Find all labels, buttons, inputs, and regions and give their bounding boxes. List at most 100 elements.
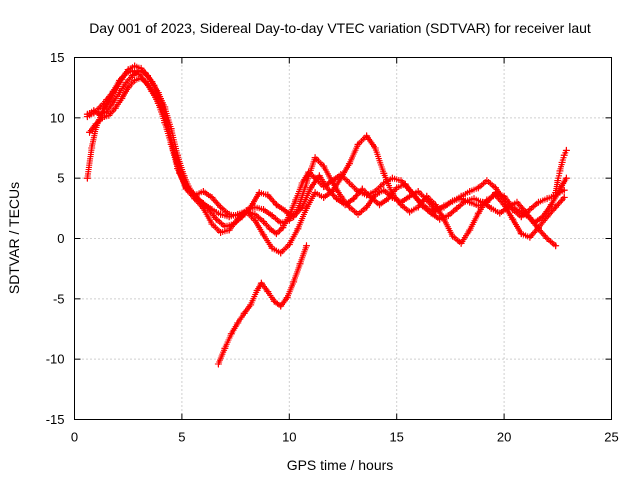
y-tick-label: -15 — [46, 412, 65, 427]
data-point — [294, 225, 302, 233]
y-axis-label: SDTVAR / TECUs — [6, 182, 22, 294]
data-point — [296, 260, 304, 268]
data-point — [122, 79, 130, 87]
data-point — [337, 192, 345, 200]
data-point — [560, 193, 568, 201]
data-point — [345, 203, 353, 211]
data-point — [414, 187, 422, 195]
data-point — [376, 201, 384, 209]
data-point — [423, 196, 431, 204]
data-point — [272, 201, 280, 209]
data-point — [88, 144, 96, 152]
data-point — [543, 235, 551, 242]
data-point — [401, 180, 409, 188]
data-point — [141, 69, 149, 77]
data-point — [406, 192, 414, 200]
data-point — [167, 140, 175, 148]
data-point — [552, 189, 560, 197]
data-point — [363, 203, 371, 211]
data-point — [449, 232, 457, 240]
data-point — [199, 204, 207, 212]
data-point — [562, 174, 570, 182]
data-point — [83, 113, 91, 121]
data-point — [427, 209, 435, 217]
data-point — [90, 109, 98, 117]
data-point — [264, 191, 272, 199]
y-tick-label: 10 — [50, 110, 64, 125]
y-tick-label: 15 — [50, 50, 64, 65]
data-point — [509, 215, 517, 223]
data-point — [307, 184, 315, 192]
data-point — [554, 177, 562, 185]
data-point — [111, 104, 119, 112]
data-point — [116, 76, 124, 84]
data-point — [283, 294, 291, 302]
data-point — [161, 119, 169, 127]
data-point — [406, 208, 414, 216]
x-tick-label: 5 — [178, 430, 185, 445]
data-point — [208, 220, 216, 228]
data-point — [92, 120, 100, 128]
data-point — [118, 95, 126, 103]
data-point — [328, 187, 336, 195]
data-point — [131, 76, 139, 84]
data-point — [530, 219, 538, 227]
data-point — [337, 174, 345, 182]
x-tick-label: 10 — [282, 430, 296, 445]
data-point — [461, 197, 469, 205]
data-point — [358, 185, 366, 193]
series-layer — [83, 62, 570, 368]
data-point — [534, 224, 542, 232]
data-point — [371, 191, 379, 199]
data-point — [109, 87, 117, 95]
data-point — [131, 62, 139, 70]
data-point — [457, 239, 465, 247]
data-point — [182, 184, 190, 192]
data-point — [354, 140, 362, 148]
data-point — [562, 146, 570, 154]
data-point — [483, 196, 491, 204]
data-point — [552, 242, 560, 250]
data-point — [302, 179, 310, 187]
data-point — [116, 88, 124, 96]
data-point — [98, 114, 106, 122]
data-point — [371, 144, 379, 152]
data-point — [345, 160, 353, 168]
data-point — [483, 177, 491, 185]
data-point — [440, 215, 448, 223]
y-tick-label: 0 — [57, 231, 64, 246]
data-point — [431, 206, 439, 214]
data-point — [547, 201, 555, 209]
data-point — [449, 197, 457, 205]
x-tick-label: 20 — [497, 430, 511, 445]
data-point — [279, 224, 287, 232]
data-point — [253, 286, 261, 294]
data-point — [350, 195, 358, 203]
data-point — [161, 103, 169, 111]
data-point — [474, 184, 482, 192]
data-point — [240, 309, 248, 317]
data-point — [257, 279, 265, 287]
data-point — [320, 162, 328, 170]
data-point — [96, 103, 104, 111]
data-point — [135, 70, 143, 78]
data-point — [124, 84, 132, 92]
data-point — [217, 203, 225, 211]
x-tick-label: 25 — [604, 430, 618, 445]
data-point — [517, 213, 525, 221]
data-point — [363, 132, 371, 140]
data-point — [380, 186, 388, 194]
data-point — [324, 185, 332, 193]
x-tick-label: 15 — [389, 430, 403, 445]
data-point — [154, 88, 162, 96]
data-point — [380, 169, 388, 177]
data-point — [333, 195, 341, 203]
data-point — [302, 242, 310, 250]
series-track-2 — [83, 67, 570, 230]
data-point — [292, 196, 300, 204]
data-point — [388, 193, 396, 201]
data-point — [214, 360, 222, 368]
data-point — [380, 179, 388, 187]
data-point — [328, 178, 336, 186]
